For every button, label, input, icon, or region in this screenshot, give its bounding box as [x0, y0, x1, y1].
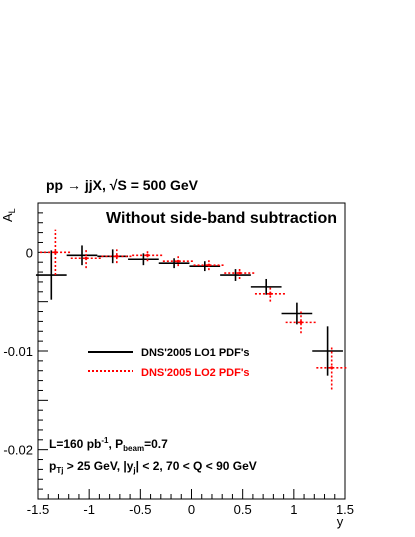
- x-tick-label: 0: [188, 502, 195, 517]
- y-axis-label-main: A: [0, 213, 15, 222]
- series-2-point-7-marker: [238, 271, 242, 275]
- series-2-point-8-marker: [268, 292, 272, 296]
- x-tick-label: 1.5: [336, 502, 354, 517]
- series-2-point-9-marker: [299, 320, 303, 324]
- y-tick-label: -0.01: [3, 344, 33, 359]
- series-2-point-3-marker: [115, 254, 119, 258]
- y-tick-label: -0.02: [3, 443, 33, 458]
- x-axis-tick-labels: -1.5 -1 -0.5 0 0.5 1 1.5: [27, 502, 354, 517]
- process-label: pp → jjX, √S = 500 GeV: [46, 177, 199, 193]
- series-2-point-6-marker: [207, 263, 211, 267]
- legend: DNS'2005 LO1 PDF's DNS'2005 LO2 PDF's: [88, 347, 250, 379]
- x-tick-label: 1: [290, 502, 297, 517]
- y-axis-label-sub: L: [7, 208, 17, 213]
- series-2-point-4-marker: [145, 253, 149, 257]
- y-axis-ticks: [38, 202, 48, 500]
- annotation-cuts: pTj > 25 GeV, |yj| < 2, 70 < Q < 90 GeV: [49, 459, 257, 475]
- x-tick-label: -0.5: [129, 502, 151, 517]
- x-tick-label: -1.5: [27, 502, 49, 517]
- annotation-luminosity: L=160 pb-1, Pbeam=0.7: [49, 436, 168, 453]
- series-2-point-5-marker: [176, 259, 180, 263]
- chart-title: Without side-band subtraction: [106, 210, 337, 227]
- series-2-point-10-marker: [330, 366, 334, 370]
- x-tick-label: 0.5: [234, 502, 252, 517]
- series-lo1: [35, 245, 343, 376]
- series-2-point-1-marker: [53, 250, 57, 254]
- series-lo2: [40, 229, 348, 390]
- x-axis-label: y: [337, 514, 344, 529]
- y-axis-tick-labels: 0 -0.01 -0.02: [3, 245, 33, 457]
- x-tick-label: -1: [83, 502, 95, 517]
- y-axis-label: AL: [0, 208, 17, 222]
- y-tick-label: 0: [26, 245, 33, 260]
- legend-label-lo1: DNS'2005 LO1 PDF's: [141, 347, 250, 359]
- series-2-point-2-marker: [84, 256, 88, 260]
- x-axis-ticks: [37, 489, 346, 499]
- legend-label-lo2: DNS'2005 LO2 PDF's: [141, 367, 250, 379]
